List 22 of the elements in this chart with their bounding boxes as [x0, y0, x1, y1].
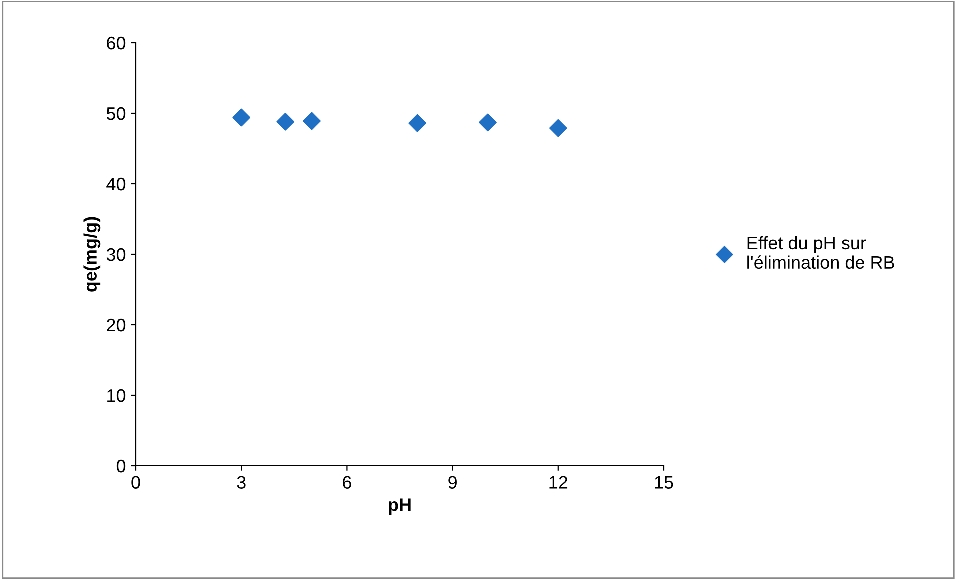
x-tick-label: 9 [448, 476, 457, 489]
y-tick-label: 0 [116, 460, 126, 473]
y-tick-label: 60 [107, 36, 126, 50]
legend-label: Effet du pH sur l'élimination de RB [748, 236, 894, 270]
x-tick-label: 6 [343, 476, 352, 489]
y-tick-label: 50 [106, 107, 126, 120]
x-tick-label: 15 [655, 476, 674, 489]
point [408, 114, 427, 132]
y-tick-label: 20 [107, 318, 126, 332]
point [276, 113, 295, 131]
x-tick-label: 3 [237, 476, 246, 489]
y-tick-label: 40 [106, 178, 126, 191]
point [303, 112, 321, 130]
x-tick-label: 12 [550, 476, 568, 489]
y-tick-label: 30 [106, 248, 126, 262]
x-axis-title: pH [389, 498, 411, 515]
y-tick-label: 10 [108, 389, 126, 402]
point [232, 108, 251, 127]
point [479, 114, 497, 132]
point [549, 119, 568, 138]
y-axis-title: qe(mg/g) [84, 217, 101, 292]
x-tick-label: 0 [132, 476, 140, 489]
